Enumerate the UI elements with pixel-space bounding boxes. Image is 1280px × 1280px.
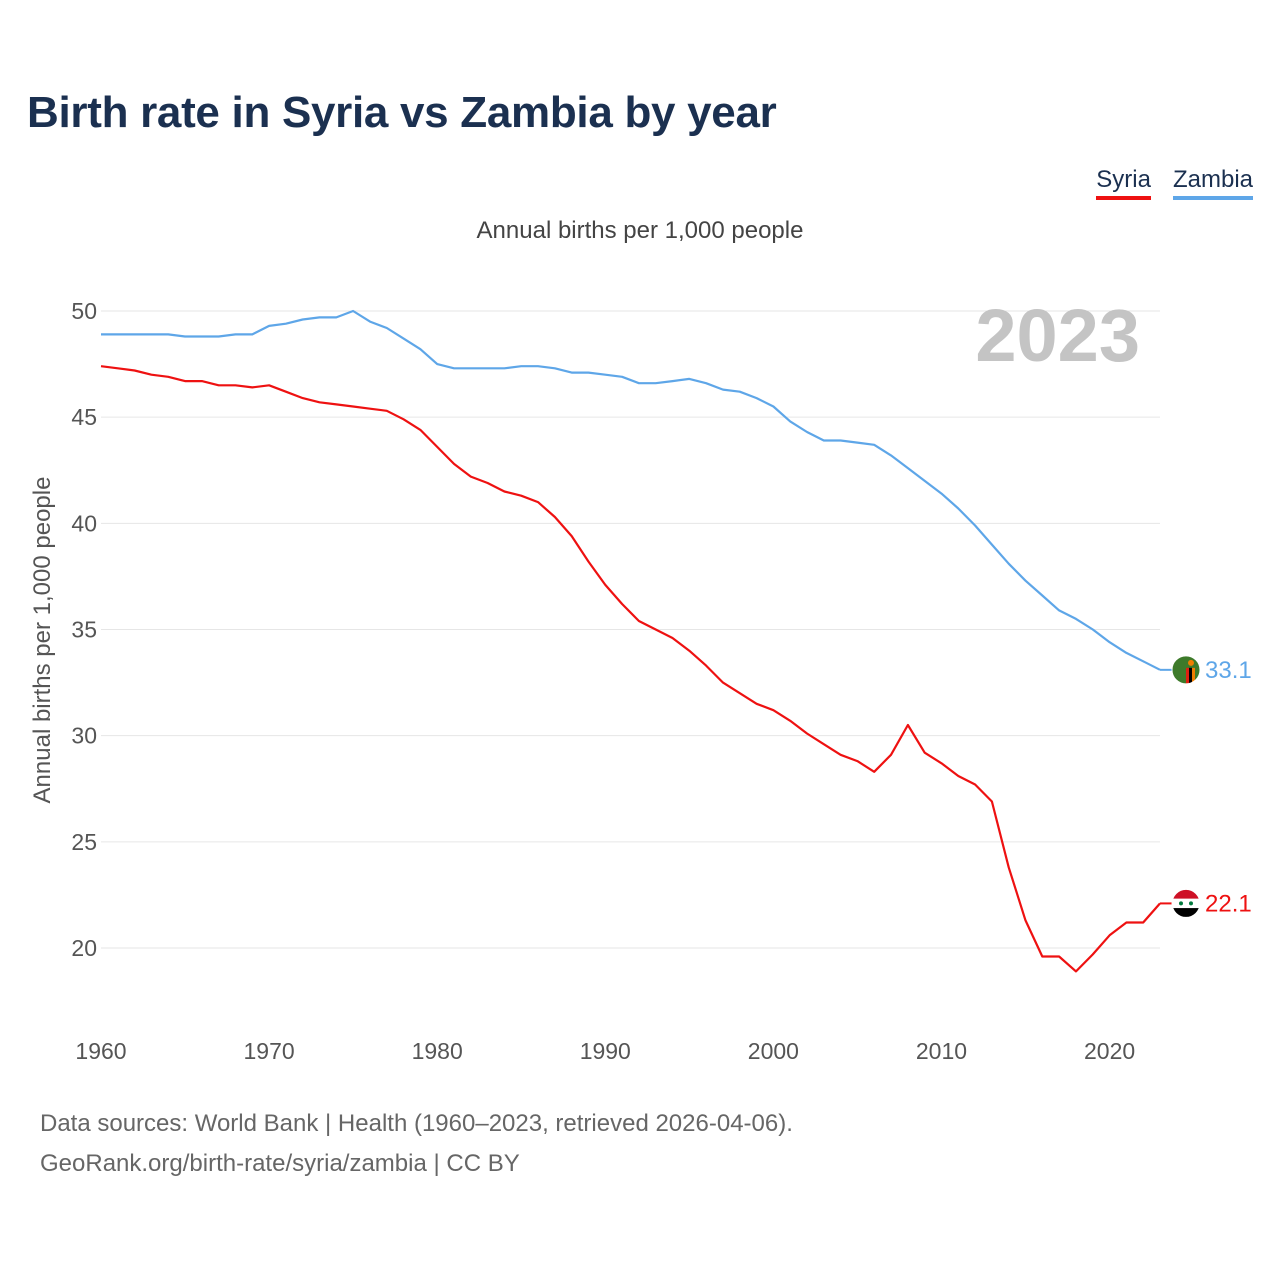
y-axis-label: Annual births per 1,000 people [29, 477, 56, 804]
end-value-label-syria: 22.1 [1205, 890, 1252, 917]
series-line-syria[interactable] [100, 365, 1161, 973]
y-axis-ticks: 20 25 30 35 40 45 50 [71, 298, 97, 961]
series-lines [100, 309, 1161, 973]
x-tick-label: 1970 [244, 1038, 295, 1064]
x-tick-label: 1960 [75, 1038, 126, 1064]
x-axis-ticks: 1960 1970 1980 1990 2000 2010 2020 [75, 1038, 1135, 1064]
y-tick-label: 50 [71, 298, 97, 324]
y-tick-label: 25 [71, 829, 97, 855]
y-tick-label: 20 [71, 935, 97, 961]
legend-item-syria[interactable]: Syria [1096, 166, 1151, 200]
flag-icon-zambia [1171, 655, 1201, 685]
x-tick-label: 1990 [580, 1038, 631, 1064]
y-tick-label: 30 [71, 723, 97, 749]
y-tick-label: 45 [71, 404, 97, 430]
year-watermark: 2023 [975, 294, 1140, 377]
chart-title: Birth rate in Syria vs Zambia by year [27, 88, 777, 137]
series-line-zambia[interactable] [101, 309, 1161, 671]
end-markers: 22.1 33.1 [1160, 655, 1252, 918]
x-tick-label: 2000 [748, 1038, 799, 1064]
legend: Syria Zambia [1096, 166, 1253, 200]
x-tick-label: 2020 [1084, 1038, 1135, 1064]
footer: Data sources: World Bank | Health (1960–… [40, 1104, 793, 1184]
y-tick-label: 35 [71, 617, 97, 643]
footer-sources: Data sources: World Bank | Health (1960–… [40, 1110, 793, 1137]
chart-subtitle: Annual births per 1,000 people [476, 217, 804, 244]
end-value-label-zambia: 33.1 [1205, 657, 1252, 684]
flag-icon-syria [1171, 888, 1201, 918]
footer-credit: GeoRank.org/birth-rate/syria/zambia | CC… [40, 1150, 520, 1177]
legend-item-zambia[interactable]: Zambia [1172, 166, 1253, 200]
y-tick-label: 40 [71, 510, 97, 536]
x-tick-label: 1980 [412, 1038, 463, 1064]
gridlines [101, 310, 1160, 949]
x-tick-label: 2010 [916, 1038, 967, 1064]
